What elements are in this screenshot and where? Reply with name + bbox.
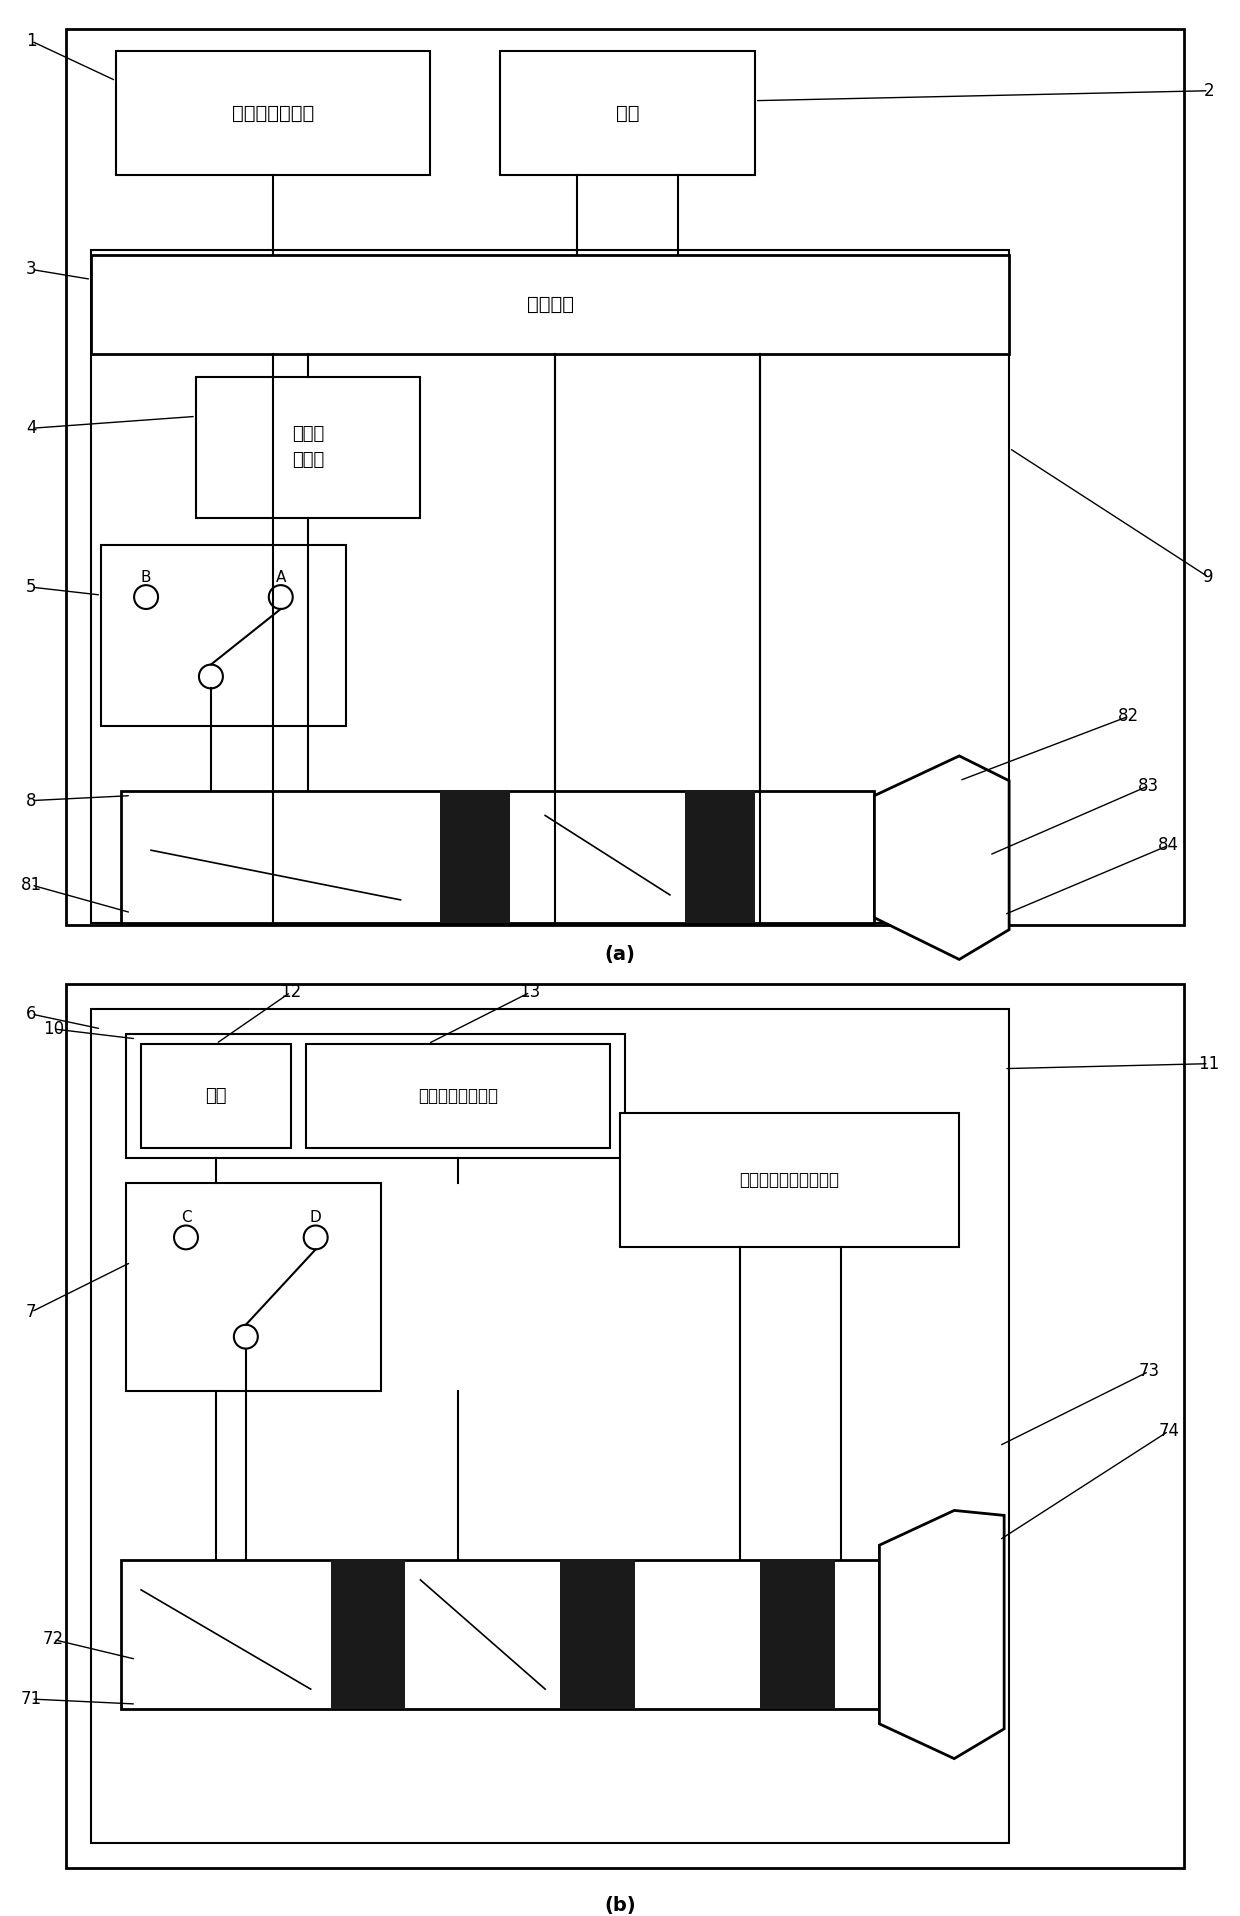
Bar <box>122 791 874 924</box>
Text: 喙叭: 喙叭 <box>616 103 640 123</box>
Text: B: B <box>141 569 151 584</box>
Bar <box>760 1560 835 1709</box>
Bar <box>66 29 1184 925</box>
Text: 10: 10 <box>42 1019 63 1038</box>
Polygon shape <box>874 757 1009 960</box>
Text: 耳机端
麦克风: 耳机端 麦克风 <box>293 425 325 469</box>
Bar <box>331 1560 405 1709</box>
Bar <box>306 1044 610 1148</box>
Text: 83: 83 <box>1138 776 1159 795</box>
Text: 设备输出音频信号模块: 设备输出音频信号模块 <box>739 1171 839 1190</box>
Text: 1: 1 <box>26 33 37 50</box>
Text: 6: 6 <box>26 1006 36 1023</box>
Text: (b): (b) <box>604 1897 636 1916</box>
Text: 11: 11 <box>1198 1054 1219 1073</box>
Text: 7: 7 <box>26 1303 36 1320</box>
Text: 73: 73 <box>1138 1362 1159 1380</box>
Text: 13: 13 <box>520 983 541 1002</box>
Text: 环境噪声接收器: 环境噪声接收器 <box>232 103 315 123</box>
Text: 降噪芯片: 降噪芯片 <box>527 295 574 314</box>
Text: 8: 8 <box>26 791 36 810</box>
Bar <box>620 1113 960 1247</box>
Bar <box>126 1182 381 1391</box>
Bar <box>102 546 346 726</box>
Text: 2: 2 <box>1203 82 1214 100</box>
Bar <box>92 255 1009 354</box>
Bar <box>560 1560 635 1709</box>
Text: 81: 81 <box>21 876 42 895</box>
Bar <box>66 985 1184 1868</box>
Text: C: C <box>181 1211 191 1224</box>
Bar <box>500 52 755 174</box>
Text: D: D <box>310 1211 321 1224</box>
Text: 5: 5 <box>26 579 36 596</box>
Text: 4: 4 <box>26 420 36 437</box>
Bar <box>122 1560 879 1709</box>
Text: 3: 3 <box>26 261 37 278</box>
Bar <box>117 52 430 174</box>
Text: A: A <box>275 569 286 584</box>
Polygon shape <box>879 1510 1004 1759</box>
Text: 电源: 电源 <box>205 1086 227 1106</box>
Text: 84: 84 <box>1158 835 1179 855</box>
Text: 82: 82 <box>1118 707 1140 724</box>
Text: 71: 71 <box>21 1690 42 1707</box>
Text: (a): (a) <box>605 945 635 964</box>
Text: 耳机麦克输出接口: 耳机麦克输出接口 <box>418 1086 498 1106</box>
Bar <box>126 1035 625 1157</box>
Text: 9: 9 <box>1204 569 1214 586</box>
Text: 12: 12 <box>280 983 301 1002</box>
Bar <box>92 249 1009 924</box>
Text: 72: 72 <box>42 1631 63 1648</box>
Bar <box>196 377 420 517</box>
Text: 74: 74 <box>1158 1422 1179 1441</box>
Bar <box>141 1044 290 1148</box>
Bar <box>92 1010 1009 1843</box>
Bar <box>440 791 510 924</box>
Bar <box>684 791 755 924</box>
